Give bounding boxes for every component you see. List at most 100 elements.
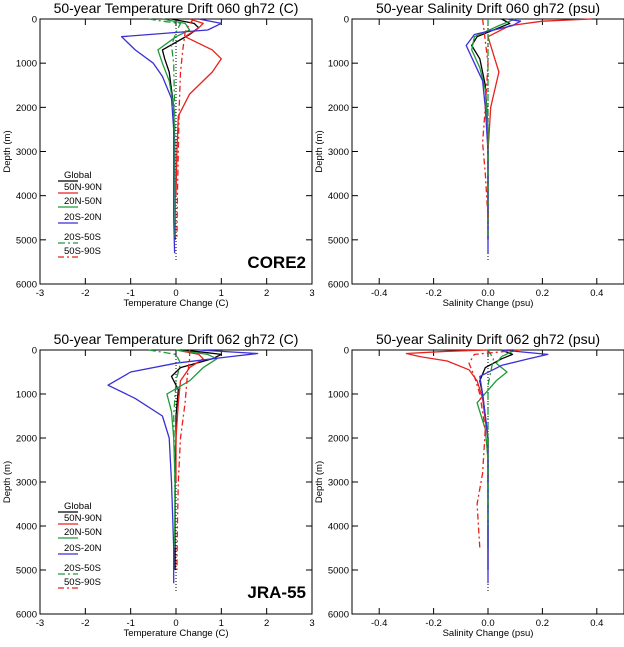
series-20s-20n-line [479,349,549,584]
legend-label: 20S-20N [64,543,102,554]
panel-1: 50-year Temperature Drift 060 gh72 (C) -3… [2,0,315,309]
y-tick-label: 2000 [328,434,349,445]
x-tick-label: 0.2 [536,618,549,629]
x-tick-label: 2 [264,618,269,629]
chart-title: 50-year Temperature Drift 062 gh72 (C) [54,331,299,347]
y-tick-label: 0 [344,15,349,26]
legend-label: 50N-90N [64,513,102,524]
x-axis-label: Salinity Change (psu) [443,298,534,309]
series-50n-90n-line [175,349,204,482]
x-tick-label: 0 [173,618,178,629]
dataset-annotation: CORE2 [247,253,306,272]
legend-label: 20N-50N [64,527,102,538]
x-tick-label: 2 [264,288,269,299]
y-tick-label: 0 [344,346,349,357]
legend-label: Global [64,501,91,512]
y-tick-label: 6000 [16,610,37,621]
chart-title: 50-year Salinity Drift 060 gh72 (psu) [376,0,600,16]
y-tick-label: 5000 [328,566,349,577]
y-tick-label: 4000 [16,191,37,202]
x-tick-label: -1 [126,618,134,629]
y-tick-label: 5000 [16,235,37,246]
panel-2: 50-year Salinity Drift 060 gh72 (psu) -0.… [314,0,624,309]
x-tick-label: 1 [219,618,224,629]
x-tick-label: -0.4 [371,618,387,629]
y-tick-label: 4000 [328,191,349,202]
legend-label: 20S-50S [64,563,101,574]
y-tick-label: 1000 [16,59,37,70]
y-tick-label: 6000 [328,280,349,291]
x-tick-label: -2 [81,288,89,299]
x-tick-label: 1 [219,288,224,299]
x-tick-label: 0.0 [481,618,494,629]
y-tick-label: 6000 [16,280,37,291]
series-20s-50s-line [148,349,182,527]
x-tick-label: 0.4 [590,288,603,299]
series-20n-50n-line [471,18,516,218]
legend-label: 20N-50N [64,196,102,207]
series-50n-90n-line [487,18,592,240]
y-tick-label: 5000 [328,235,349,246]
series-20n-50n-line [166,349,218,549]
x-tick-label: -0.2 [425,288,441,299]
y-axis-label: Depth (m) [2,461,13,503]
series-global-line [161,18,200,240]
legend-label: 20S-50S [64,232,101,243]
series-global-line [471,18,511,240]
x-axis-label: Temperature Change (C) [123,298,228,309]
panel-3: 50-year Temperature Drift 062 gh72 (C) -3… [2,331,315,639]
series-50n-90n-line [405,349,489,482]
y-tick-label: 1000 [328,59,349,70]
series-50s-90s-line [468,349,521,549]
x-tick-label: -3 [36,288,44,299]
y-tick-label: 2000 [16,103,37,114]
x-tick-label: 0.4 [590,618,603,629]
dataset-annotation: JRA-55 [247,583,306,602]
y-axis-label: Depth (m) [314,461,325,503]
y-tick-label: 2000 [16,434,37,445]
chart-title: 50-year Temperature Drift 060 gh72 (C) [54,0,299,16]
y-tick-label: 1000 [16,390,37,401]
series-20s-50s-line [487,349,495,526]
legend-label: Global [64,170,91,181]
series-50s-90s-line [176,350,191,571]
y-tick-label: 6000 [328,610,349,621]
y-tick-label: 4000 [16,522,37,533]
y-tick-label: 3000 [328,478,349,489]
x-tick-label: 0 [173,288,178,299]
legend-label: 20S-20N [64,212,102,223]
y-tick-label: 2000 [328,103,349,114]
series-20s-50s-line [148,18,182,240]
y-tick-label: 3000 [16,147,37,158]
legend-label: 50S-90S [64,577,101,588]
legend-label: 50S-90S [64,246,101,257]
y-axis-label: Depth (m) [2,130,13,172]
y-tick-label: 0 [32,15,37,26]
y-axis-label: Depth (m) [314,130,325,172]
x-tick-label: -2 [81,618,89,629]
x-tick-label: 3 [309,288,314,299]
y-tick-label: 1000 [328,390,349,401]
series-20n-50n-line [476,349,516,548]
series-50s-90s-line [176,18,195,240]
y-tick-label: 4000 [328,522,349,533]
x-tick-label: -3 [36,618,44,629]
x-tick-label: -0.4 [371,288,387,299]
series-20s-20n-line [465,18,522,254]
y-tick-label: 5000 [16,566,37,577]
series-global-line [170,349,222,570]
y-tick-label: 0 [32,346,37,357]
x-tick-label: 0.0 [481,288,494,299]
chart-title: 50-year Salinity Drift 062 gh72 (psu) [376,331,600,347]
series-20s-20n-line [120,18,222,254]
y-tick-label: 3000 [328,147,349,158]
series-50s-90s-line [481,18,489,218]
y-tick-label: 3000 [16,478,37,489]
x-tick-label: -0.2 [425,618,441,629]
legend-label: 50N-90N [64,182,102,193]
series-global-line [479,349,514,570]
x-axis-label: Salinity Change (psu) [443,628,534,639]
